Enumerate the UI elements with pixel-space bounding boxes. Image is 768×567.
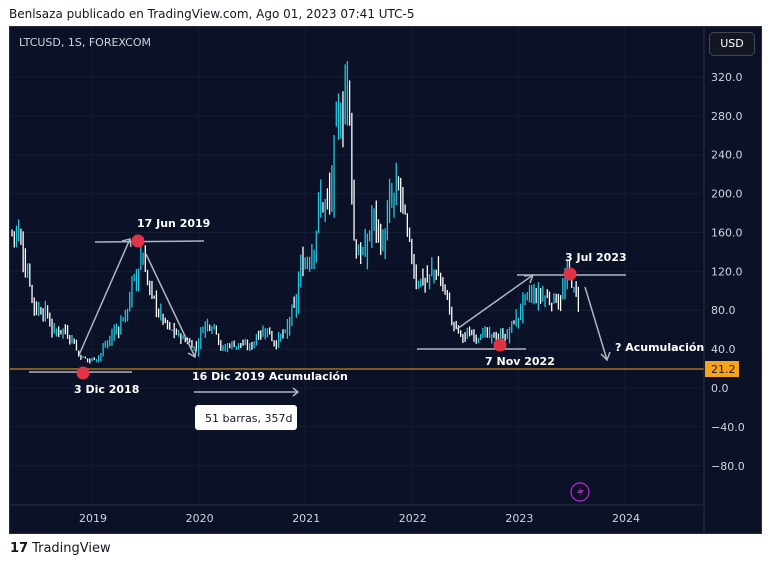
arrow-down-2023 (584, 286, 611, 362)
chart-plot[interactable]: 17 Jun 2019 3 Dic 2018 16 Dic 2019 Acumu… (10, 27, 761, 533)
y-tick-label: 240.0 (711, 149, 743, 162)
x-tick-label: 2022 (399, 512, 427, 525)
marker-nov-2022 (493, 338, 507, 352)
y-tick-label: 80.0 (711, 304, 736, 317)
arrow-up-2019 (78, 238, 132, 356)
lightning-icon[interactable] (570, 482, 590, 502)
arrow-up-2023 (456, 274, 535, 330)
price-bars (11, 61, 580, 364)
marker-jun-2019 (131, 234, 145, 248)
x-tick-label: 2023 (505, 512, 533, 525)
arrow-down-2019 (145, 253, 197, 359)
tradingview-logo[interactable]: 17 TradingView (10, 541, 111, 556)
x-tick-label: 2021 (292, 512, 320, 525)
y-tick-label: 160.0 (711, 226, 743, 239)
chart-frame[interactable]: 17 Jun 2019 3 Dic 2018 16 Dic 2019 Acumu… (9, 26, 762, 534)
marker-jul-2023 (563, 267, 577, 281)
label-acumulacion: ? Acumulación (615, 341, 704, 354)
last-price-badge (705, 361, 739, 377)
publish-header: Benlsaza publicado en TradingView.com, A… (9, 7, 415, 21)
range-label: 51 barras, 357d (205, 412, 293, 425)
y-tick-label: 320.0 (711, 71, 743, 84)
label-dec-2018: 3 Dic 2018 (74, 383, 139, 396)
x-tick-label: 2024 (612, 512, 640, 525)
y-tick-label: 0.0 (711, 382, 729, 395)
resistance-line-2019 (94, 240, 205, 243)
y-tick-label: 120.0 (711, 265, 743, 278)
label-nov-2022: 7 Nov 2022 (485, 355, 555, 368)
currency-button[interactable]: USD (709, 32, 755, 56)
last-price-value: 21.2 (711, 363, 736, 376)
grid (10, 27, 704, 505)
marker-dec-2018 (76, 366, 90, 380)
y-tick-label: 40.0 (711, 343, 736, 356)
lightning-glyph (577, 486, 584, 498)
x-tick-label: 2019 (79, 512, 107, 525)
time-axis: 2019 2020 2021 2022 2023 2024 (79, 512, 640, 525)
label-jul-2023: 3 Jul 2023 (565, 251, 627, 264)
y-tick-label: 280.0 (711, 110, 743, 123)
y-tick-label: 200.0 (711, 188, 743, 201)
y-tick-label: −80.0 (711, 460, 745, 473)
tv-logo-icon: 17 (10, 541, 29, 556)
label-dec-2019: 16 Dic 2019 Acumulación (192, 370, 348, 383)
price-axis: 320.0 280.0 240.0 200.0 160.0 120.0 80.0 40.0 0.… (711, 71, 745, 473)
y-tick-label: −40.0 (711, 421, 745, 434)
range-box (195, 405, 297, 430)
range-arrow (194, 387, 300, 397)
x-tick-label: 2020 (186, 512, 214, 525)
tv-logo-text: TradingView (32, 541, 111, 556)
symbol-label: LTCUSD, 1S, FOREXCOM (19, 36, 151, 49)
markers (76, 234, 577, 380)
label-jun-2019: 17 Jun 2019 (137, 217, 210, 230)
